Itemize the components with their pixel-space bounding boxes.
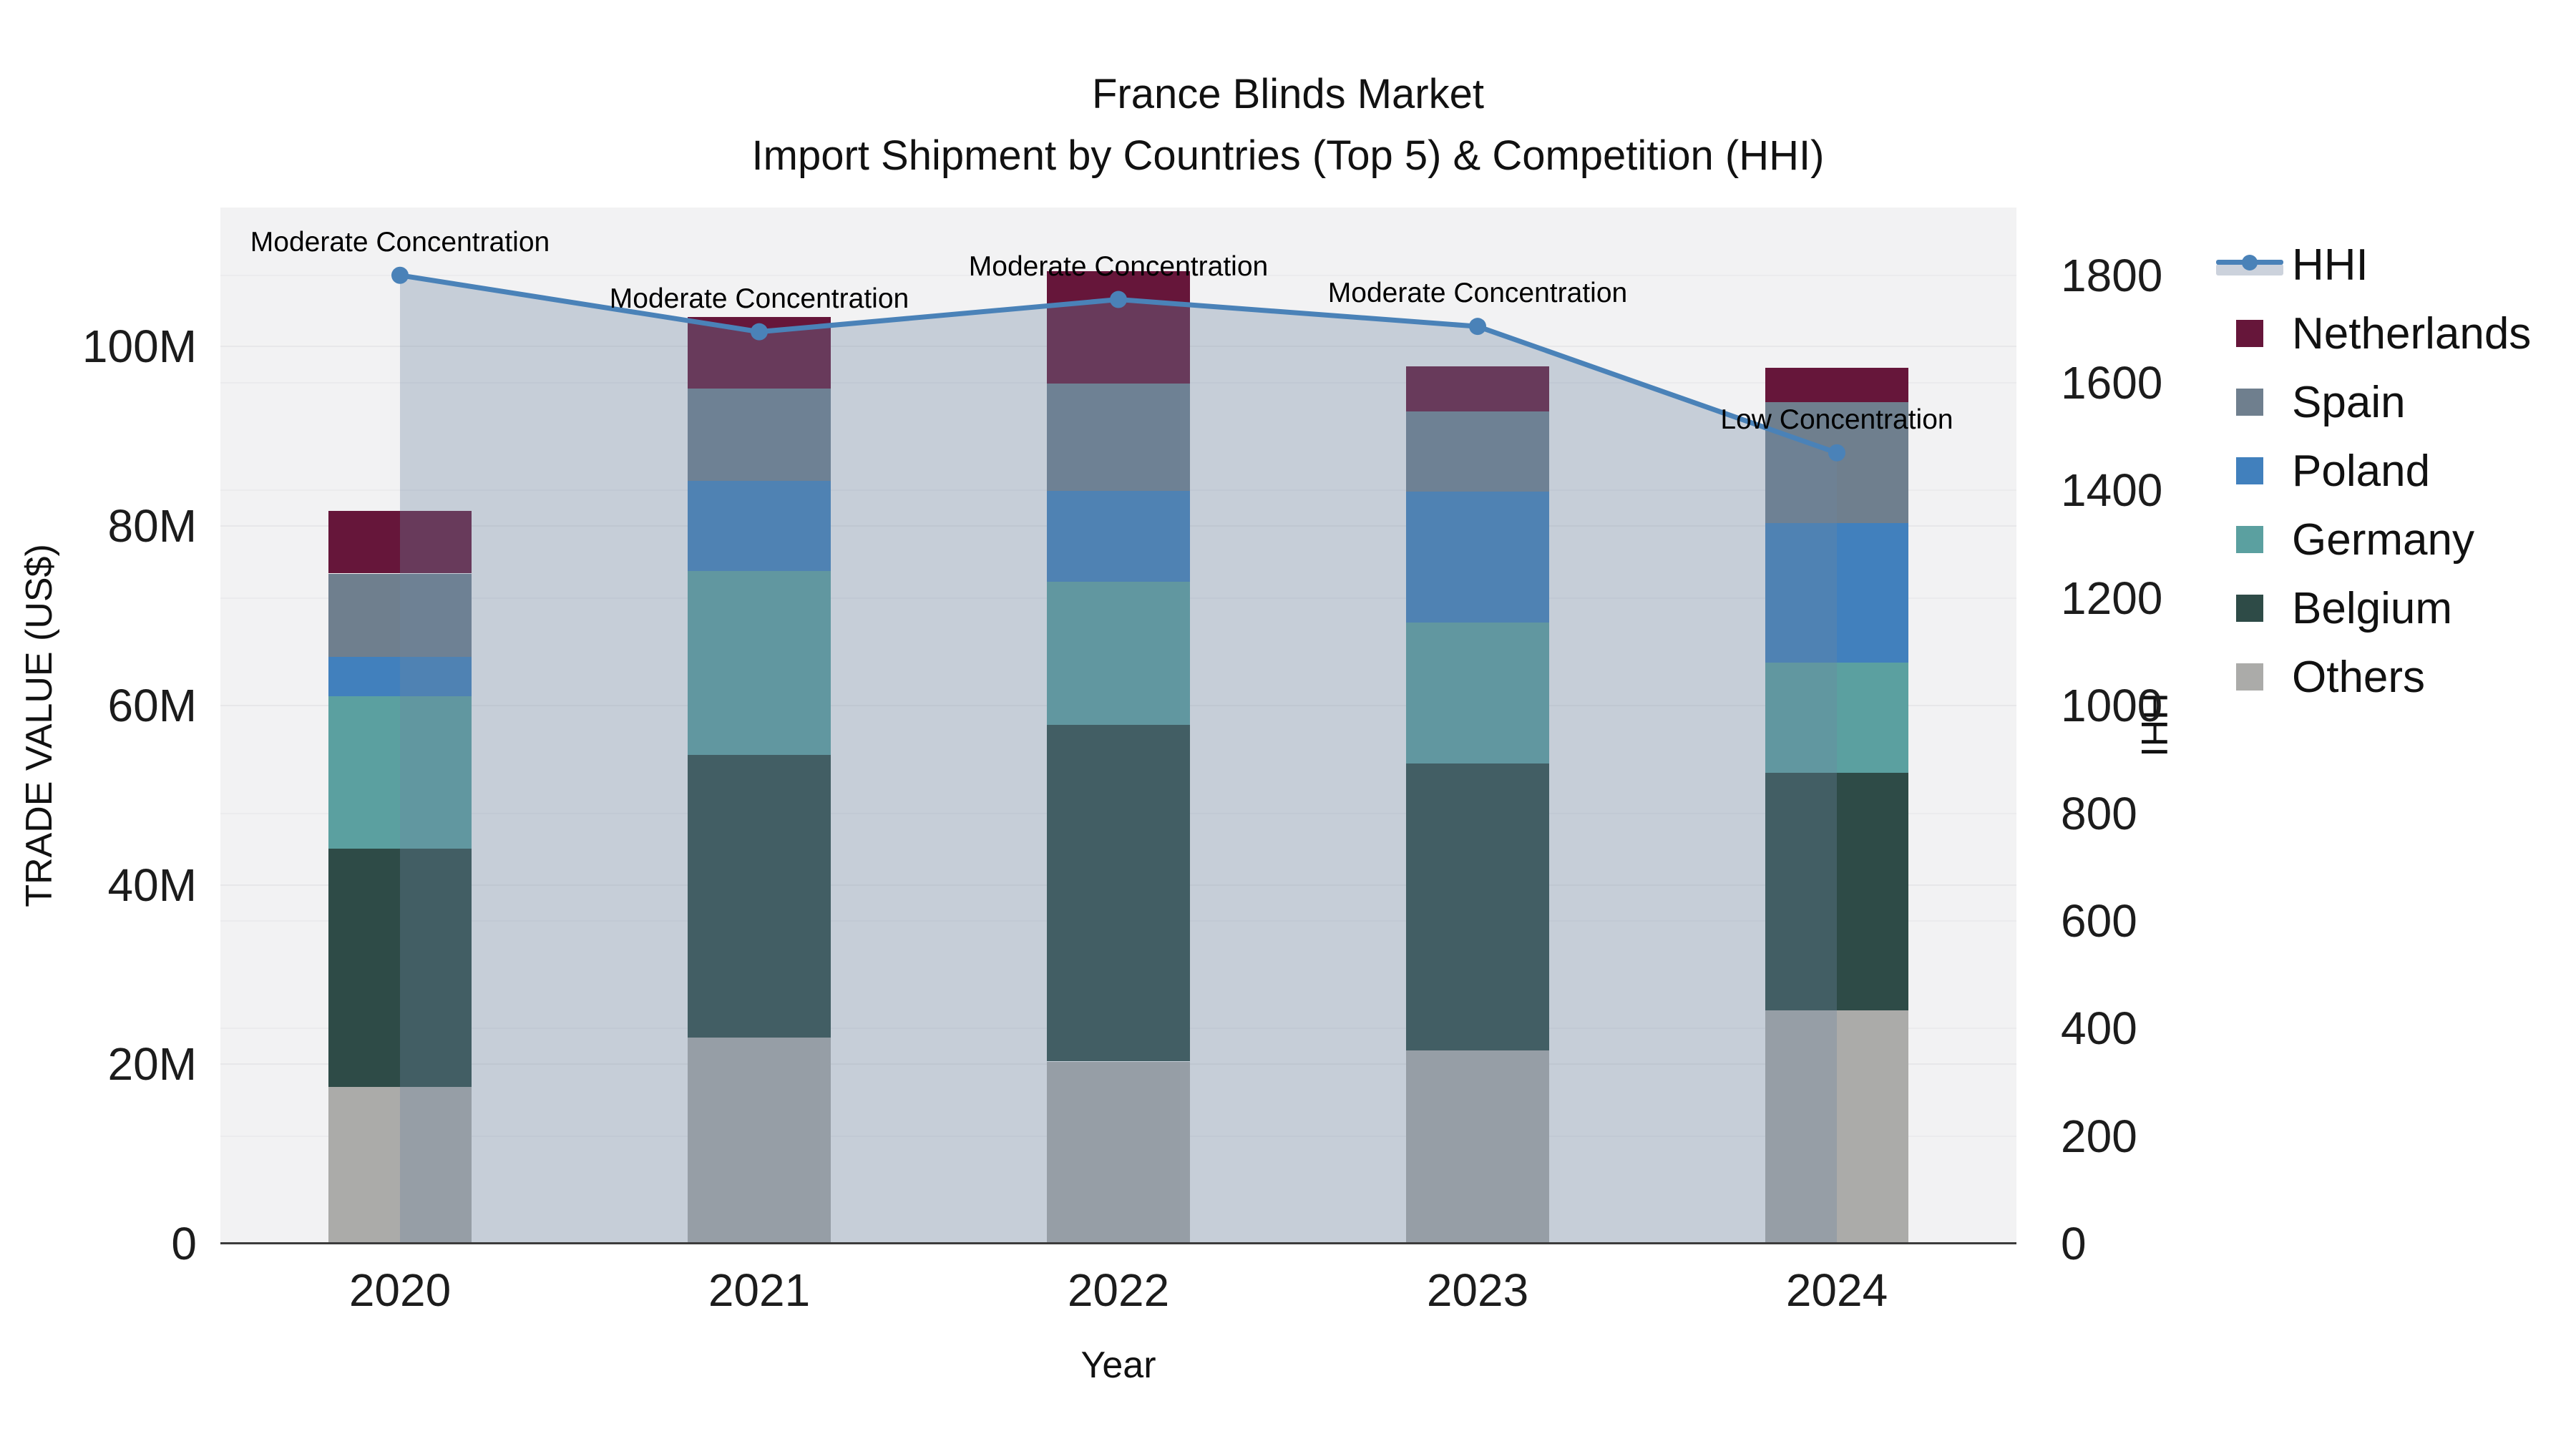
bar-segment-others-2024[interactable]	[1765, 1010, 1908, 1244]
x-axis-title: Year	[1080, 1345, 1156, 1386]
y-right-tick-1000: 1000	[2061, 680, 2163, 732]
bar-segment-germany-2020[interactable]	[328, 696, 472, 849]
y-right-tick-200: 200	[2061, 1110, 2137, 1162]
bar-segment-others-2021[interactable]	[688, 1037, 831, 1244]
y-right-tick-1200: 1200	[2061, 572, 2163, 624]
annotation-2022: Moderate Concentration	[968, 250, 1269, 282]
bar-segment-netherlands-2023[interactable]	[1406, 366, 1549, 411]
y-right-tick-400: 400	[2061, 1002, 2137, 1055]
y-right-tick-800: 800	[2061, 787, 2137, 839]
hhi-marker-2024[interactable]	[1828, 444, 1845, 462]
bar-segment-poland-2023[interactable]	[1406, 492, 1549, 623]
y-right-tick-1800: 1800	[2061, 249, 2163, 301]
y-right-tick-0: 0	[2061, 1218, 2087, 1269]
legend-marker-zone	[2207, 526, 2292, 553]
legend-marker-zone	[2207, 250, 2292, 280]
x-axis-line	[220, 1242, 2016, 1244]
legend-label-others: Others	[2292, 652, 2426, 702]
hhi-line-layer	[391, 266, 1845, 1244]
bar-segment-poland-2022[interactable]	[1047, 491, 1190, 582]
legend-item-hhi[interactable]: HHI	[2207, 230, 2531, 299]
bar-segment-others-2020[interactable]	[328, 1086, 472, 1244]
legend-label-spain: Spain	[2292, 377, 2406, 427]
legend-label-hhi: HHI	[2292, 240, 2368, 290]
hhi-marker-2020[interactable]	[391, 266, 409, 284]
annotation-2023: Moderate Concentration	[1327, 278, 1628, 309]
bar-segment-germany-2023[interactable]	[1406, 623, 1549, 764]
x-tick-2021: 2021	[708, 1264, 811, 1316]
y-left-tick-0: 0	[171, 1218, 197, 1269]
chart-title-line2: Import Shipment by Countries (Top 5) & C…	[751, 132, 1825, 179]
annotation-2024: Low Concentration	[1720, 404, 1953, 435]
legend-marker-zone	[2207, 595, 2292, 622]
legend-item-others[interactable]: Others	[2207, 643, 2531, 711]
legend-swatch-others	[2236, 663, 2263, 691]
bar-segment-spain-2020[interactable]	[328, 573, 472, 658]
legend-label-netherlands: Netherlands	[2292, 308, 2532, 358]
bar-segment-germany-2024[interactable]	[1765, 662, 1908, 773]
legend-label-germany: Germany	[2292, 514, 2474, 565]
x-tick-2024: 2024	[1785, 1264, 1888, 1316]
hhi-marker-2023[interactable]	[1469, 318, 1486, 336]
legend-swatch-belgium	[2236, 595, 2263, 622]
legend-swatch-poland	[2236, 457, 2263, 484]
y-left-tick-80M: 80M	[107, 500, 197, 552]
y-left-tick-20M: 20M	[107, 1038, 197, 1091]
chart-title-line1: France Blinds Market	[1092, 71, 1484, 117]
legend-item-germany[interactable]: Germany	[2207, 505, 2531, 574]
bar-segment-others-2022[interactable]	[1047, 1061, 1190, 1244]
bar-segment-poland-2024[interactable]	[1765, 523, 1908, 663]
legend: HHI Netherlands Spain Poland Germany Belgium O…	[2207, 230, 2531, 711]
legend-item-netherlands[interactable]: Netherlands	[2207, 299, 2531, 368]
legend-marker-zone	[2207, 457, 2292, 484]
legend-item-poland[interactable]: Poland	[2207, 436, 2531, 505]
y-right-tick-1600: 1600	[2061, 357, 2163, 409]
legend-item-belgium[interactable]: Belgium	[2207, 574, 2531, 643]
annotation-2021: Moderate Concentration	[609, 283, 909, 314]
bar-segment-spain-2023[interactable]	[1406, 411, 1549, 492]
bar-segment-belgium-2024[interactable]	[1765, 772, 1908, 1011]
bar-segment-belgium-2022[interactable]	[1047, 725, 1190, 1062]
y-left-tick-40M: 40M	[107, 859, 197, 911]
bar-segment-spain-2022[interactable]	[1047, 383, 1190, 492]
legend-marker-zone	[2207, 663, 2292, 691]
legend-label-poland: Poland	[2292, 446, 2431, 496]
plot-area	[220, 208, 2016, 1244]
hhi-marker-2022[interactable]	[1110, 291, 1127, 308]
x-tick-2020: 2020	[348, 1264, 452, 1316]
legend-swatch-spain	[2236, 389, 2263, 416]
annotation-2020: Moderate Concentration	[250, 226, 550, 258]
bar-segment-spain-2021[interactable]	[688, 389, 831, 482]
hhi-marker-sample	[2242, 255, 2258, 270]
legend-label-belgium: Belgium	[2292, 583, 2452, 633]
x-tick-2023: 2023	[1426, 1264, 1529, 1316]
bar-segment-belgium-2021[interactable]	[688, 754, 831, 1038]
legend-marker-zone	[2207, 320, 2292, 347]
legend-marker-zone	[2207, 389, 2292, 416]
bar-segment-poland-2021[interactable]	[688, 481, 831, 571]
bar-segment-netherlands-2022[interactable]	[1047, 271, 1190, 384]
bar-segment-spain-2024[interactable]	[1765, 402, 1908, 524]
y-left-tick-60M: 60M	[107, 679, 197, 731]
bar-segment-poland-2020[interactable]	[328, 657, 472, 697]
hhi-marker-2021[interactable]	[751, 323, 768, 341]
legend-swatch-netherlands	[2236, 320, 2263, 347]
y-left-tick-100M: 100M	[82, 321, 197, 373]
bar-segment-germany-2022[interactable]	[1047, 581, 1190, 726]
bar-segment-belgium-2020[interactable]	[328, 849, 472, 1087]
y-right-tick-1400: 1400	[2061, 464, 2163, 517]
y-right-tick-600: 600	[2061, 894, 2137, 947]
hhi-line-legend-sample	[2216, 250, 2283, 280]
bar-segment-netherlands-2024[interactable]	[1765, 368, 1908, 403]
bar-segment-netherlands-2020[interactable]	[328, 510, 472, 574]
bar-segment-germany-2021[interactable]	[688, 570, 831, 755]
bar-segment-belgium-2023[interactable]	[1406, 763, 1549, 1051]
x-tick-2022: 2022	[1067, 1264, 1170, 1316]
legend-item-spain[interactable]: Spain	[2207, 368, 2531, 436]
legend-swatch-germany	[2236, 526, 2263, 553]
bar-segment-others-2023[interactable]	[1406, 1050, 1549, 1244]
hhi-area-fill	[400, 275, 1837, 1244]
